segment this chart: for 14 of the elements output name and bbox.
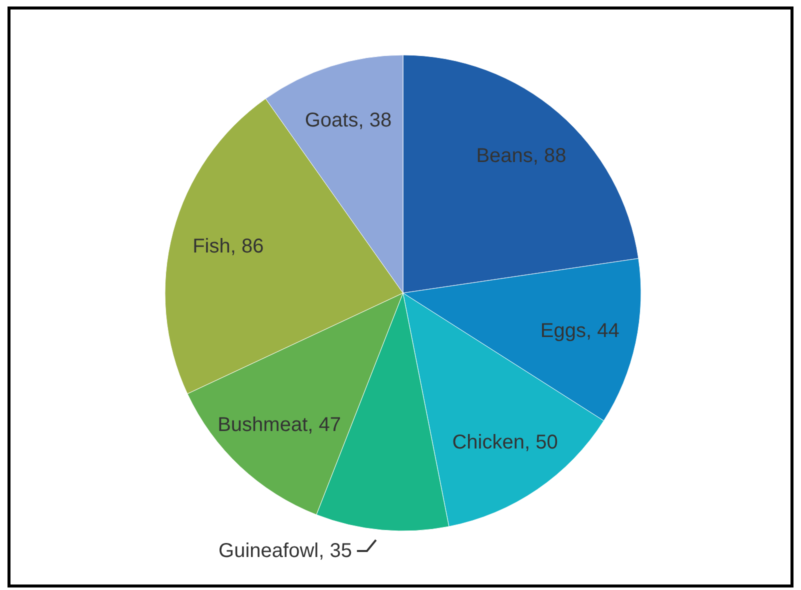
- data-label: , 86: [230, 236, 264, 258]
- slice-label: Eggs: [540, 320, 586, 342]
- slice-label: Beans: [476, 145, 533, 168]
- data-label: , 47: [308, 414, 342, 436]
- data-label: , 44: [586, 320, 620, 342]
- data-label: , 88: [532, 145, 566, 168]
- data-label: , 50: [524, 431, 558, 454]
- slice-label: Guineafowl: [218, 540, 319, 562]
- slice-label: Chicken: [452, 431, 524, 454]
- data-label: , 38: [358, 110, 392, 132]
- data-label: , 35: [318, 540, 352, 562]
- slice-label: Bushmeat: [218, 414, 308, 436]
- slice-label: Goats: [304, 110, 358, 132]
- slice-label: Fish: [192, 236, 230, 258]
